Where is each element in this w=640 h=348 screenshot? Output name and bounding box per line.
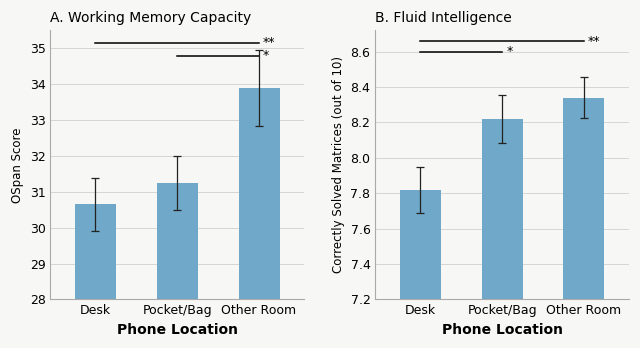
Text: **: ** — [588, 34, 600, 48]
Bar — [75, 204, 116, 300]
X-axis label: Phone Location: Phone Location — [116, 323, 237, 337]
Bar — [482, 119, 522, 300]
Text: *: * — [263, 49, 269, 62]
Y-axis label: Correctly Solved Matrices (out of 10): Correctly Solved Matrices (out of 10) — [332, 56, 345, 274]
Bar — [239, 88, 280, 300]
Bar — [400, 190, 441, 300]
Text: A. Working Memory Capacity: A. Working Memory Capacity — [51, 11, 252, 25]
Text: *: * — [506, 45, 513, 58]
Bar — [157, 183, 198, 300]
X-axis label: Phone Location: Phone Location — [442, 323, 563, 337]
Bar — [563, 98, 604, 300]
Text: **: ** — [263, 37, 276, 49]
Text: B. Fluid Intelligence: B. Fluid Intelligence — [375, 11, 512, 25]
Y-axis label: OSpan Score: OSpan Score — [11, 127, 24, 203]
